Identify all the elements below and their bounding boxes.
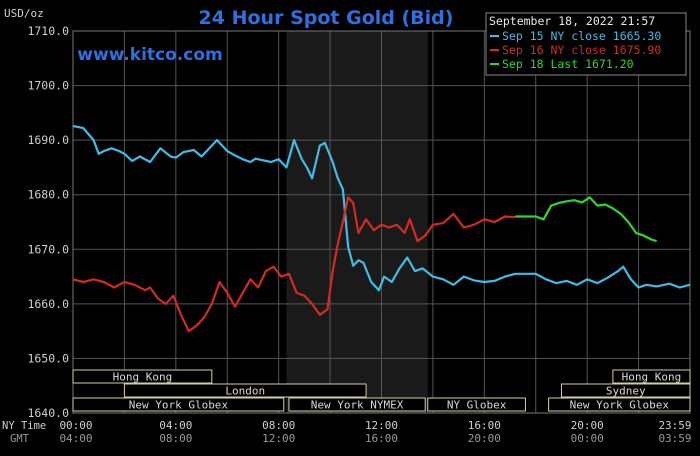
session-bar-label: New York Globex: [129, 399, 229, 412]
session-bar-box: [427, 397, 526, 412]
x-tick-label-gmt: 16:00: [365, 432, 398, 445]
y-axis-label: USD/oz: [4, 7, 44, 20]
session-bar: London: [123, 383, 367, 398]
x-row-label-ny: NY Time: [2, 420, 46, 432]
session-bar: Hong Kong: [72, 369, 213, 384]
y-tick-labels: 1640.0 1650.0 1660.0 1670.0 1680.0 1690.0 1700…: [27, 24, 69, 420]
series-line-3: [515, 196, 657, 243]
x-tick-label-ny: 20:00: [571, 419, 604, 432]
session-bar-box: [288, 397, 426, 412]
session-bar-label: Hong Kong: [113, 371, 173, 384]
x-tick-label-ny: 12:00: [365, 419, 398, 432]
session-bar-box: [560, 383, 691, 398]
series-line-1: [72, 124, 690, 292]
x-tick-label-gmt: 20:00: [468, 432, 501, 445]
legend-entry: Sep 15 NY close 1665.30: [502, 29, 661, 43]
y-tick-label: 1710.0: [27, 24, 69, 38]
y-tick-label: 1640.0: [27, 406, 69, 420]
session-bar: New York NYMEX: [288, 397, 426, 412]
x-tick-label-ny: 08:00: [262, 419, 295, 432]
y-tick-label: 1680.0: [27, 188, 69, 202]
session-bar: NY Globex: [427, 397, 526, 412]
chart-title: 24 Hour Spot Gold (Bid): [199, 7, 454, 29]
x-tick-label-gmt: 03:59: [658, 432, 691, 445]
session-bar-label: Hong Kong: [622, 371, 682, 384]
session-bar-label: New York Globex: [570, 399, 670, 412]
series-line-2: [72, 196, 516, 333]
y-tick-label: 1700.0: [27, 79, 69, 93]
x-tick-label-gmt: 12:00: [262, 432, 295, 445]
series-layer: [72, 124, 690, 333]
x-tick-label-gmt: 08:00: [159, 432, 192, 445]
x-tick-label-gmt: 04:00: [59, 432, 92, 445]
legend-entry: Sep 16 NY close 1675.90: [502, 43, 661, 57]
legend-header: September 18, 2022 21:57: [489, 14, 655, 28]
session-bar: New York Globex: [548, 397, 691, 412]
legend: September 18, 2022 21:57 Sep 15 NY close…: [485, 12, 687, 76]
x-tick-label-ny: 16:00: [468, 419, 501, 432]
x-tick-label-ny: 00:00: [59, 419, 92, 432]
y-tick-label: 1660.0: [27, 297, 69, 311]
session-bar-label: New York NYMEX: [311, 399, 404, 412]
session-bar-box: [612, 369, 691, 384]
x-tick-labels: 00:00 04:00 08:00 12:00 16:00 20:00 23:5904:00…: [59, 419, 691, 445]
session-bar: Hong Kong: [612, 369, 691, 384]
legend-entry: Sep 18 Last 1671.20: [502, 57, 634, 71]
session-bar: New York Globex: [72, 397, 285, 412]
session-bar: Sydney: [560, 383, 691, 398]
watermark: www.kitco.com: [77, 45, 222, 65]
x-tick-label-ny: 04:00: [159, 419, 192, 432]
session-bar-label: London: [225, 385, 265, 398]
x-tick-label-ny: 23:59: [658, 419, 691, 432]
session-bar-label: Sydney: [606, 385, 646, 398]
plot-frame: [72, 30, 691, 414]
session-bar-box: [72, 397, 285, 412]
y-tick-label: 1690.0: [27, 133, 69, 147]
x-row-label-gmt: GMT: [10, 433, 30, 445]
session-bar-box: [123, 383, 367, 398]
session-bar-box: [72, 369, 213, 384]
session-bar-box: [548, 397, 691, 412]
y-tick-label: 1670.0: [27, 242, 69, 256]
legend-box: [485, 12, 687, 76]
session-bar-label: NY Globex: [447, 399, 507, 412]
y-tick-label: 1650.0: [27, 351, 69, 365]
x-tick-label-gmt: 00:00: [571, 432, 604, 445]
